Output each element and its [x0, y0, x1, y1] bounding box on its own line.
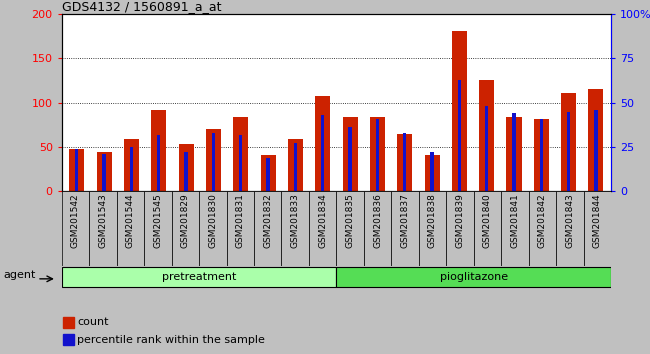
Bar — [239, 135, 242, 191]
Bar — [103, 154, 106, 191]
Bar — [199, 191, 227, 266]
Bar — [233, 117, 248, 191]
Text: GSM201543: GSM201543 — [98, 193, 107, 248]
Bar — [594, 110, 597, 191]
Bar — [376, 119, 379, 191]
Text: GSM201841: GSM201841 — [510, 193, 519, 248]
Bar — [62, 267, 337, 287]
Bar — [75, 149, 79, 191]
Text: GSM201844: GSM201844 — [593, 193, 602, 248]
Bar — [479, 80, 494, 191]
Bar — [540, 119, 543, 191]
Bar — [212, 133, 215, 191]
Bar — [151, 110, 166, 191]
Text: GSM201834: GSM201834 — [318, 193, 327, 248]
Bar — [288, 139, 303, 191]
Bar — [370, 117, 385, 191]
Bar — [397, 134, 412, 191]
Bar — [124, 139, 139, 191]
Bar — [266, 158, 270, 191]
Text: GSM201843: GSM201843 — [566, 193, 575, 248]
Bar — [144, 191, 172, 266]
Bar — [501, 191, 528, 266]
Bar — [62, 191, 89, 266]
Bar — [556, 191, 584, 266]
Text: percentile rank within the sample: percentile rank within the sample — [77, 335, 265, 344]
Bar — [430, 152, 434, 191]
Text: GSM201830: GSM201830 — [208, 193, 217, 248]
Bar — [281, 191, 309, 266]
Text: GSM201835: GSM201835 — [346, 193, 355, 248]
Bar — [185, 152, 188, 191]
Bar — [254, 191, 281, 266]
Bar — [528, 191, 556, 266]
Text: GSM201832: GSM201832 — [263, 193, 272, 248]
Bar — [172, 191, 199, 266]
Bar — [117, 191, 144, 266]
Bar — [512, 113, 515, 191]
Text: GSM201840: GSM201840 — [483, 193, 492, 248]
Bar — [506, 117, 521, 191]
Text: GSM201839: GSM201839 — [456, 193, 465, 248]
Text: GSM201838: GSM201838 — [428, 193, 437, 248]
Text: pretreatment: pretreatment — [162, 272, 236, 282]
Bar — [343, 117, 358, 191]
Bar — [474, 191, 501, 266]
Text: GDS4132 / 1560891_a_at: GDS4132 / 1560891_a_at — [62, 0, 221, 13]
Bar — [63, 317, 74, 328]
Text: GSM201829: GSM201829 — [181, 193, 190, 248]
Text: pioglitazone: pioglitazone — [439, 272, 508, 282]
Bar — [227, 191, 254, 266]
Bar — [97, 152, 112, 191]
Bar — [588, 89, 603, 191]
Text: GSM201833: GSM201833 — [291, 193, 300, 248]
Bar — [348, 127, 352, 191]
Text: count: count — [77, 318, 109, 327]
Text: GSM201544: GSM201544 — [126, 193, 135, 248]
Bar — [391, 191, 419, 266]
Bar — [561, 93, 576, 191]
Text: GSM201837: GSM201837 — [400, 193, 410, 248]
Text: GSM201831: GSM201831 — [236, 193, 245, 248]
Text: GSM201542: GSM201542 — [71, 193, 80, 248]
Bar — [63, 334, 74, 345]
Bar — [446, 191, 474, 266]
Bar — [261, 155, 276, 191]
Bar — [485, 106, 488, 191]
Bar — [294, 143, 297, 191]
Bar — [206, 129, 221, 191]
Bar — [309, 191, 337, 266]
Bar — [534, 119, 549, 191]
Bar — [567, 112, 570, 191]
Bar — [364, 191, 391, 266]
Bar — [89, 191, 117, 266]
Bar — [403, 133, 406, 191]
Bar — [321, 115, 324, 191]
Bar — [315, 96, 330, 191]
Bar — [157, 135, 161, 191]
Bar — [458, 80, 461, 191]
Bar — [179, 144, 194, 191]
Text: GSM201842: GSM201842 — [538, 193, 547, 248]
Bar — [584, 191, 611, 266]
Bar — [70, 149, 84, 191]
Bar — [337, 267, 611, 287]
Text: agent: agent — [3, 270, 36, 280]
Bar — [424, 155, 439, 191]
Bar — [130, 147, 133, 191]
Text: GSM201836: GSM201836 — [373, 193, 382, 248]
Text: GSM201545: GSM201545 — [153, 193, 162, 248]
Bar — [337, 191, 364, 266]
Bar — [452, 31, 467, 191]
Bar — [419, 191, 446, 266]
